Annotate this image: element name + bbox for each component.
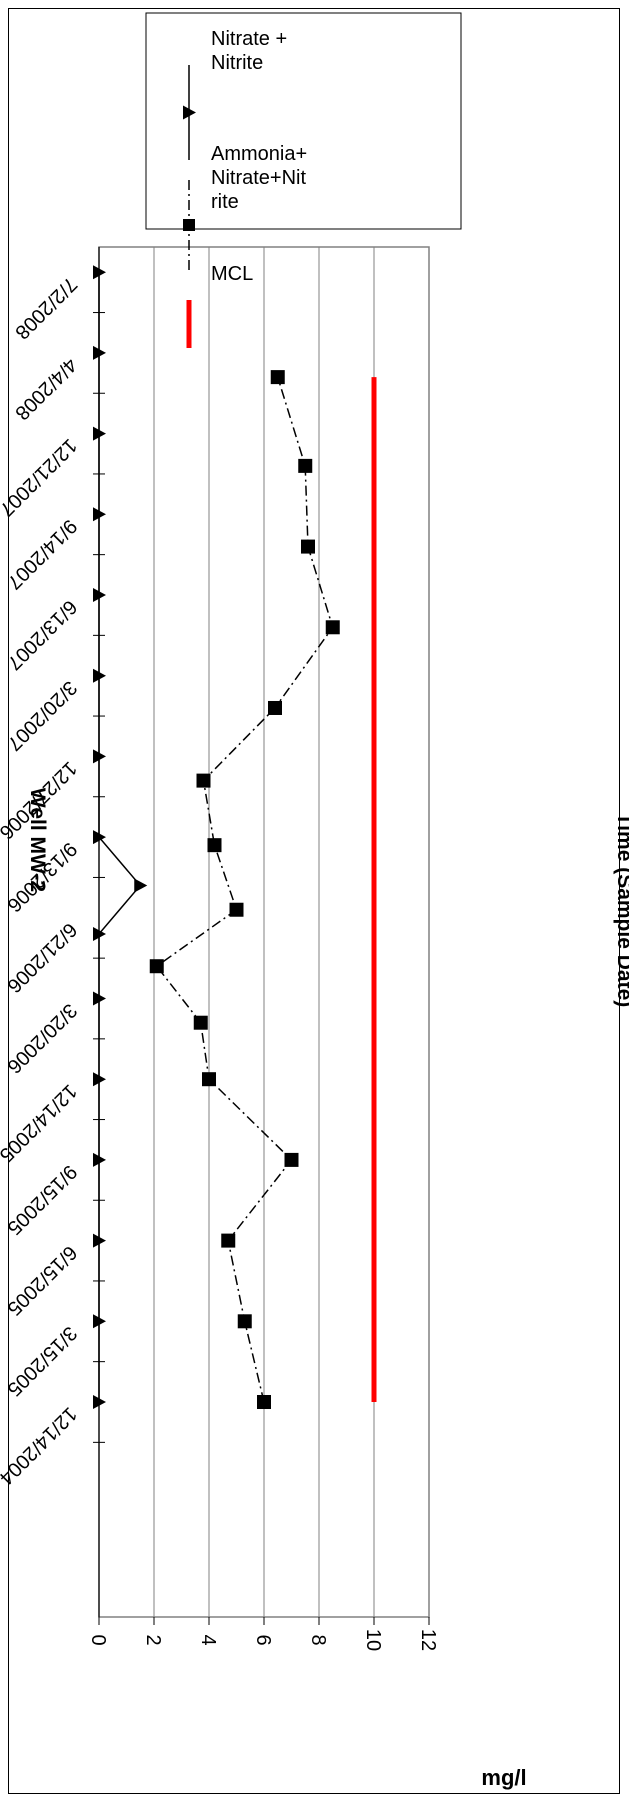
- legend-triangle-marker: [183, 105, 196, 120]
- legend-box: [145, 12, 462, 230]
- square-marker: [229, 902, 244, 917]
- chart-frame: [8, 8, 620, 1794]
- triangle-marker: [93, 426, 106, 441]
- triangle-marker: [93, 926, 106, 941]
- square-marker: [207, 838, 222, 853]
- square-marker: [298, 458, 313, 473]
- x-tick-label: 6/21/2006: [3, 918, 81, 996]
- triangle-marker: [93, 588, 106, 602]
- x-tick-label: 6/13/2007: [3, 595, 81, 673]
- triangle-marker: [93, 668, 106, 683]
- y-axis-label: mg/l: [481, 1765, 526, 1790]
- triangle-marker: [93, 507, 106, 522]
- x-tick-label: 3/20/2006: [3, 999, 81, 1077]
- legend-square-marker: [183, 219, 195, 231]
- legend-label: Nitrate +: [211, 28, 287, 50]
- triangle-marker: [93, 1395, 106, 1409]
- square-marker: [301, 539, 315, 554]
- square-marker: [257, 1395, 271, 1409]
- legend-label: Ammonia+: [211, 143, 307, 165]
- square-marker: [237, 1314, 252, 1329]
- triangle-marker: [93, 1233, 106, 1248]
- y-tick-label: 12: [417, 1629, 439, 1651]
- x-tick-label: 9/15/2005: [3, 1160, 81, 1238]
- legend-label: MCL: [211, 263, 253, 285]
- square-marker: [149, 959, 164, 974]
- x-tick-label: 12/21/2007: [0, 434, 81, 520]
- triangle-marker: [93, 1314, 106, 1329]
- y-tick-label: 8: [307, 1634, 329, 1645]
- legend-label: rite: [211, 191, 239, 213]
- square-marker: [202, 1072, 216, 1087]
- square-marker: [270, 370, 285, 385]
- triangle-marker: [93, 830, 106, 845]
- x-tick-label: 3/20/2007: [3, 676, 81, 754]
- triangle-marker: [93, 991, 106, 1006]
- triangle-marker: [93, 345, 106, 360]
- square-marker: [193, 1015, 208, 1030]
- x-tick-label: 9/14/2007: [3, 515, 81, 593]
- x-tick-label: 6/15/2005: [3, 1241, 81, 1319]
- x-tick-label: 4/4/2008: [10, 353, 81, 424]
- square-marker: [325, 620, 340, 635]
- series-layer: [93, 265, 377, 1409]
- legend: Nitrate +Nitrite Ammonia+Nitrate+Nitrite M…: [183, 28, 307, 348]
- y-tick-label: 10: [362, 1629, 384, 1651]
- legend-label: Nitrate+Nit: [211, 167, 306, 189]
- legend-label: Nitrite: [211, 52, 263, 74]
- square-marker: [196, 773, 211, 788]
- square-marker: [284, 1152, 299, 1167]
- chart-title: Well MW-2: [26, 788, 49, 892]
- triangle-marker: [93, 1152, 106, 1167]
- square-marker: [268, 700, 282, 715]
- y-tick-label: 0: [87, 1634, 109, 1645]
- x-tick-label: 12/14/2005: [0, 1080, 81, 1166]
- triangle-marker: [93, 265, 106, 280]
- x-tick-label: 12/14/2004: [0, 1402, 81, 1488]
- triangle-marker: [93, 749, 106, 764]
- x-axis-label: Time (Sample Date): [613, 813, 629, 1008]
- triangle-marker: [134, 878, 148, 893]
- x-tick-label: 3/15/2005: [3, 1322, 81, 1400]
- y-tick-label: 4: [197, 1634, 219, 1645]
- square-marker: [221, 1233, 236, 1248]
- y-tick-label: 6: [252, 1634, 274, 1645]
- series-line-0: [98, 272, 142, 1402]
- y-tick-label: 2: [142, 1634, 164, 1645]
- triangle-marker: [93, 1072, 106, 1087]
- x-tick-label: 7/2/2008: [10, 273, 81, 344]
